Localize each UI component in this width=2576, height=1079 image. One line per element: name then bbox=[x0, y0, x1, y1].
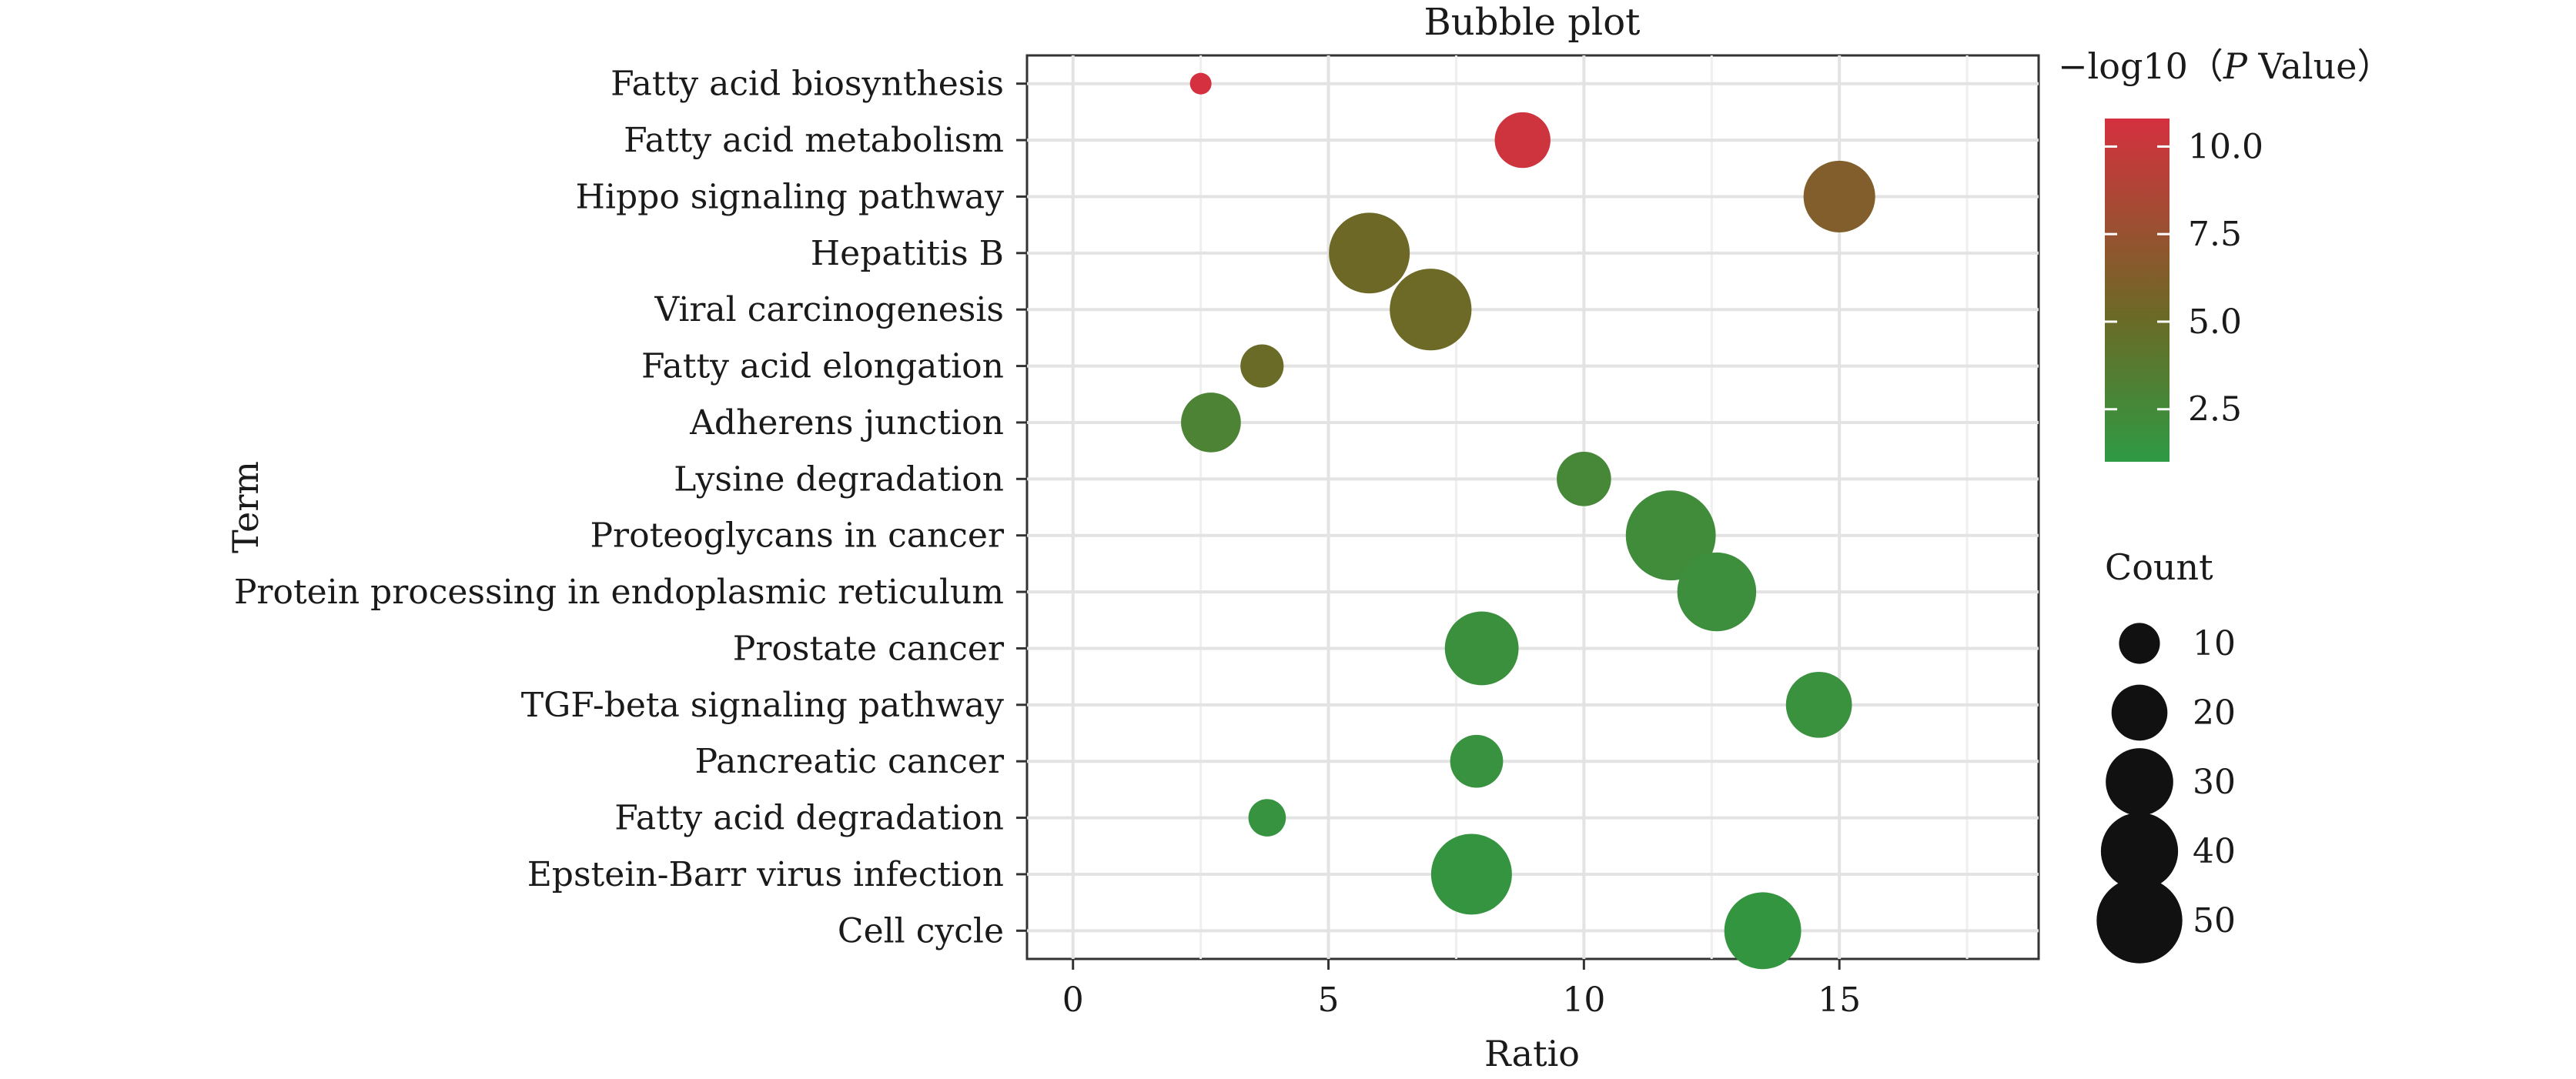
bubble-point bbox=[1724, 892, 1802, 970]
size-legend-label: 40 bbox=[2193, 832, 2236, 871]
size-legend-items: 10 20 30 40 50 bbox=[2096, 623, 2236, 964]
color-legend: −log10（P Value） 10.0 7.5 5.0 2.5 bbox=[2058, 45, 2393, 462]
y-tick-label: Proteoglycans in cancer bbox=[590, 516, 1005, 556]
bubble-point bbox=[1803, 160, 1875, 232]
x-axis-title: Ratio bbox=[1484, 1033, 1580, 1074]
color-bar bbox=[2105, 119, 2170, 462]
y-tick-label: Hippo signaling pathway bbox=[576, 177, 1005, 216]
size-legend-circle bbox=[2119, 623, 2160, 664]
x-axis: 0 5 10 15 bbox=[1062, 959, 1861, 1020]
bubble-point bbox=[1390, 269, 1472, 351]
bubble-point bbox=[1625, 490, 1716, 581]
bubble-point bbox=[1557, 452, 1611, 506]
x-tick-label: 15 bbox=[1818, 980, 1861, 1020]
bubble-point bbox=[1677, 552, 1757, 632]
y-axis: Fatty acid biosynthesis Fatty acid metabo… bbox=[234, 65, 1027, 950]
bubble-point bbox=[1785, 671, 1852, 738]
size-legend-label: 10 bbox=[2193, 624, 2236, 663]
bubble-point bbox=[1430, 833, 1512, 915]
size-legend-title: Count bbox=[2105, 546, 2213, 588]
color-bar-tick-label: 7.5 bbox=[2188, 215, 2242, 254]
size-legend-label: 50 bbox=[2193, 901, 2236, 940]
color-bar-tick-label: 10.0 bbox=[2188, 127, 2263, 166]
y-tick-label: Fatty acid elongation bbox=[641, 347, 1004, 386]
size-legend: Count 10 20 30 40 50 bbox=[2096, 546, 2236, 964]
plot-title: Bubble plot bbox=[1424, 1, 1641, 44]
color-bar-tick-label: 2.5 bbox=[2188, 390, 2242, 429]
size-legend-label: 30 bbox=[2193, 763, 2236, 802]
y-tick-label: Adherens junction bbox=[689, 403, 1004, 443]
y-tick-label: Hepatitis B bbox=[811, 234, 1004, 273]
x-tick-label: 10 bbox=[1562, 980, 1605, 1020]
y-tick-label: Cell cycle bbox=[838, 911, 1004, 950]
size-legend-label: 20 bbox=[2193, 693, 2236, 733]
bubble-point bbox=[1181, 393, 1241, 453]
y-axis-title: Term bbox=[225, 461, 266, 553]
color-bar-tick-label: 5.0 bbox=[2188, 302, 2242, 342]
size-legend-circle bbox=[2106, 748, 2173, 816]
size-legend-circle bbox=[2096, 877, 2183, 964]
color-legend-title: −log10（P Value） bbox=[2058, 45, 2393, 87]
y-tick-label: Protein processing in endoplasmic reticu… bbox=[234, 573, 1004, 612]
y-tick-label: Pancreatic cancer bbox=[695, 742, 1005, 781]
bubble-point bbox=[1248, 799, 1286, 837]
x-tick-label: 0 bbox=[1062, 980, 1084, 1020]
size-legend-circle bbox=[2111, 684, 2168, 741]
color-bar-ticks: 10.0 7.5 5.0 2.5 bbox=[2105, 127, 2263, 429]
bubble-point bbox=[1450, 734, 1504, 788]
grid-lines bbox=[1027, 55, 2039, 959]
bubbles bbox=[1181, 72, 1875, 970]
y-tick-label: Fatty acid degradation bbox=[614, 799, 1004, 838]
y-tick-label: TGF-beta signaling pathway bbox=[521, 686, 1004, 725]
bubble-point bbox=[1444, 611, 1519, 686]
plot-panel bbox=[1025, 54, 2040, 960]
y-tick-label: Prostate cancer bbox=[733, 629, 1005, 668]
bubble-point bbox=[1189, 72, 1212, 95]
size-legend-circle bbox=[2100, 812, 2179, 890]
bubble-point bbox=[1494, 112, 1551, 169]
y-tick-label: Epstein-Barr virus infection bbox=[527, 855, 1004, 894]
bubble-point bbox=[1329, 212, 1410, 294]
x-tick-label: 5 bbox=[1318, 980, 1340, 1020]
bubble-point bbox=[1240, 344, 1284, 388]
y-tick-label: Lysine degradation bbox=[674, 459, 1004, 499]
y-tick-label: Viral carcinogenesis bbox=[654, 290, 1004, 329]
y-tick-label: Fatty acid metabolism bbox=[624, 121, 1004, 160]
y-tick-label: Fatty acid biosynthesis bbox=[611, 65, 1004, 104]
